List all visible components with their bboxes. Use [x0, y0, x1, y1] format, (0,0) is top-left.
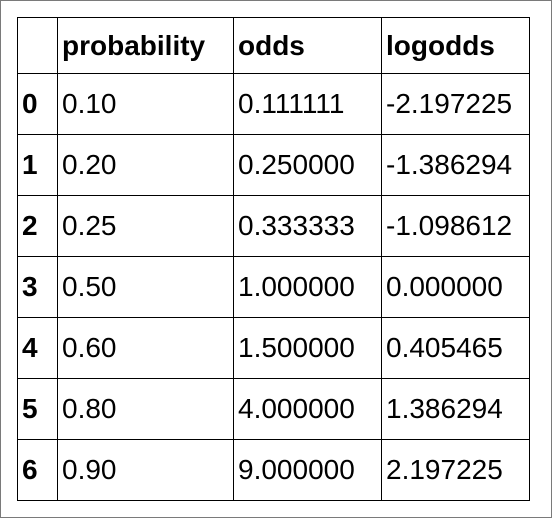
logodds-cell: 1.386294 — [381, 378, 530, 440]
probability-cell: 0.25 — [57, 195, 234, 257]
table-row: 6 0.90 9.000000 2.197225 — [17, 439, 530, 501]
table-header: probability odds logodds — [17, 17, 530, 74]
table-row: 1 0.20 0.250000 -1.386294 — [17, 134, 530, 196]
odds-cell: 0.333333 — [233, 195, 382, 257]
logodds-cell: -2.197225 — [381, 73, 530, 135]
logodds-cell: 0.000000 — [381, 256, 530, 318]
logodds-cell: 0.405465 — [381, 317, 530, 379]
probability-cell: 0.50 — [57, 256, 234, 318]
odds-cell: 9.000000 — [233, 439, 382, 501]
row-index: 0 — [17, 73, 58, 135]
table-body: 0 0.10 0.111111 -2.197225 1 0.20 0.25000… — [17, 73, 530, 501]
dataframe-table: probability odds logodds 0 0.10 0.111111… — [17, 17, 530, 501]
logodds-cell: 2.197225 — [381, 439, 530, 501]
table-row: 5 0.80 4.000000 1.386294 — [17, 378, 530, 440]
logodds-cell: -1.386294 — [381, 134, 530, 196]
probability-cell: 0.80 — [57, 378, 234, 440]
row-index: 2 — [17, 195, 58, 257]
probability-cell: 0.10 — [57, 73, 234, 135]
table-row: 4 0.60 1.500000 0.405465 — [17, 317, 530, 379]
odds-cell: 0.250000 — [233, 134, 382, 196]
row-index: 4 — [17, 317, 58, 379]
column-header-logodds: logodds — [381, 17, 530, 74]
table-row: 0 0.10 0.111111 -2.197225 — [17, 73, 530, 135]
table-row: 2 0.25 0.333333 -1.098612 — [17, 195, 530, 257]
row-index: 1 — [17, 134, 58, 196]
odds-cell: 0.111111 — [233, 73, 382, 135]
probability-cell: 0.90 — [57, 439, 234, 501]
column-header-odds: odds — [233, 17, 382, 74]
logodds-cell: -1.098612 — [381, 195, 530, 257]
odds-cell: 4.000000 — [233, 378, 382, 440]
row-index: 3 — [17, 256, 58, 318]
row-index: 6 — [17, 439, 58, 501]
odds-cell: 1.000000 — [233, 256, 382, 318]
row-index: 5 — [17, 378, 58, 440]
column-header-probability: probability — [57, 17, 234, 74]
index-header-cell — [17, 17, 58, 74]
header-row: probability odds logodds — [17, 17, 530, 74]
odds-cell: 1.500000 — [233, 317, 382, 379]
probability-cell: 0.20 — [57, 134, 234, 196]
table-row: 3 0.50 1.000000 0.000000 — [17, 256, 530, 318]
probability-cell: 0.60 — [57, 317, 234, 379]
